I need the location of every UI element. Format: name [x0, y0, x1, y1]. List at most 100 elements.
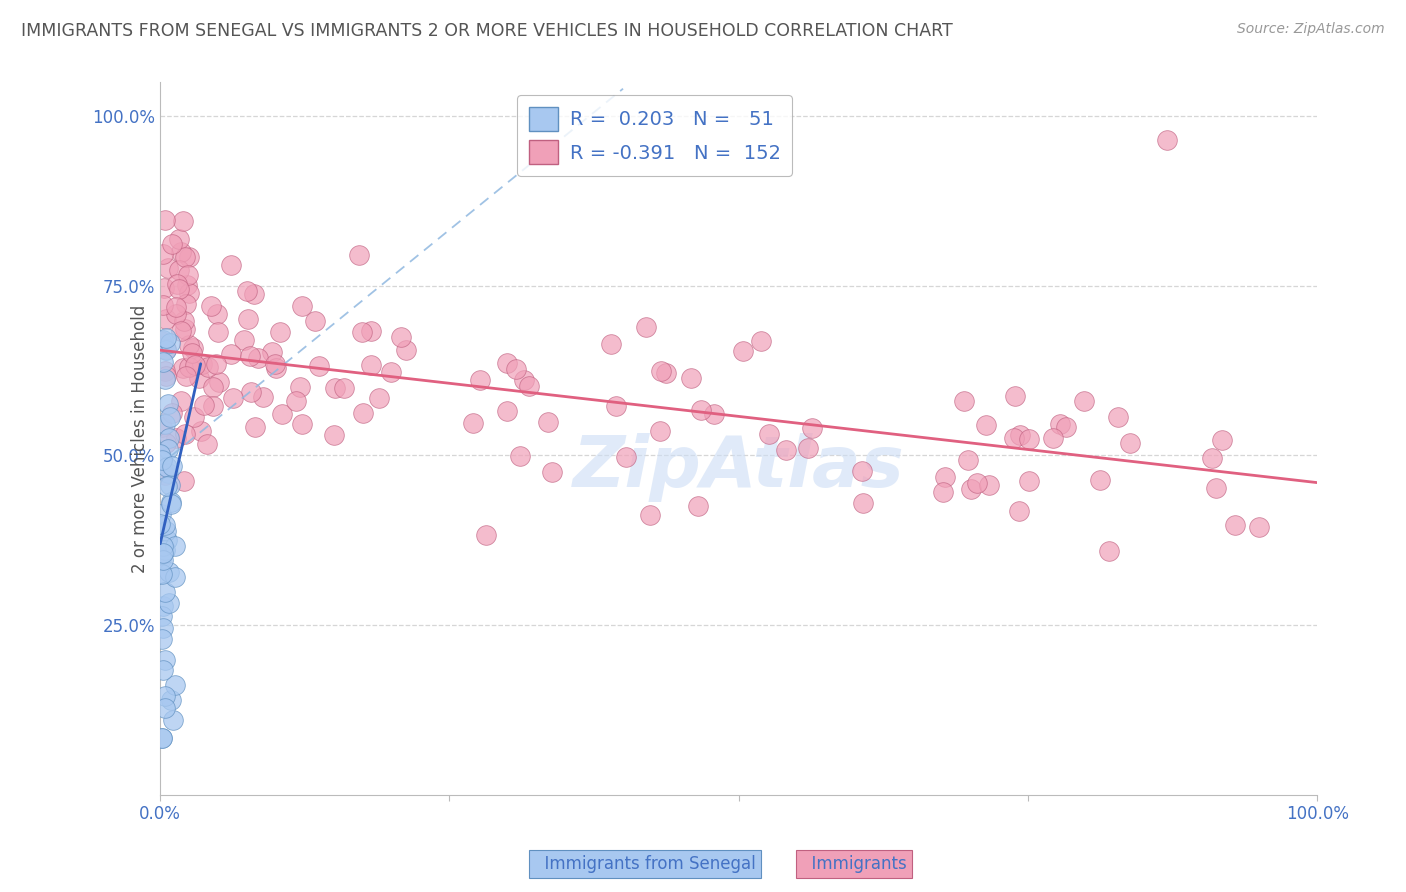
Point — [1223, 518, 1246, 533]
Point — [179, 250, 201, 264]
Point — [152, 247, 174, 261]
Point — [167, 282, 190, 296]
Point — [153, 213, 176, 227]
Text: IMMIGRANTS FROM SENEGAL VS IMMIGRANTS 2 OR MORE VEHICLES IN HOUSEHOLD CORRELATIO: IMMIGRANTS FROM SENEGAL VS IMMIGRANTS 2 … — [21, 22, 953, 40]
Point — [174, 250, 197, 264]
Point — [197, 437, 219, 451]
Point — [1088, 473, 1111, 487]
Point — [264, 357, 287, 371]
Point — [153, 468, 176, 483]
Point — [177, 286, 200, 301]
Point — [360, 325, 382, 339]
Text: Source: ZipAtlas.com: Source: ZipAtlas.com — [1237, 22, 1385, 37]
Point — [167, 232, 190, 246]
Point — [152, 553, 174, 567]
Point — [323, 428, 346, 442]
Point — [201, 400, 224, 414]
Point — [956, 452, 979, 467]
Point — [246, 351, 269, 365]
Point — [152, 333, 174, 347]
Point — [380, 365, 402, 379]
Point — [517, 378, 540, 392]
Point — [188, 371, 211, 385]
Point — [150, 452, 173, 467]
Point — [352, 325, 374, 339]
Point — [183, 409, 205, 424]
Point — [159, 335, 181, 350]
Point — [155, 435, 177, 450]
Point — [174, 368, 197, 383]
Point — [201, 379, 224, 393]
Point — [156, 460, 179, 475]
Point — [157, 431, 180, 445]
Point — [173, 474, 195, 488]
Point — [960, 483, 983, 497]
Point — [150, 339, 173, 353]
Point — [150, 453, 173, 467]
Point — [170, 245, 193, 260]
Point — [150, 552, 173, 566]
Point — [174, 321, 197, 335]
Point — [731, 343, 754, 358]
Point — [1073, 393, 1095, 408]
Legend: R =  0.203   N =   51, R = -0.391   N =  152: R = 0.203 N = 51, R = -0.391 N = 152 — [517, 95, 792, 176]
Point — [599, 337, 621, 351]
Point — [150, 334, 173, 348]
Point — [614, 450, 637, 464]
Point — [152, 731, 174, 745]
Point — [156, 533, 179, 547]
Point — [152, 621, 174, 635]
Point — [239, 349, 262, 363]
Point — [758, 426, 780, 441]
Point — [155, 543, 177, 558]
Point — [240, 385, 263, 400]
Point — [152, 298, 174, 312]
Point — [150, 420, 173, 434]
Point — [157, 442, 180, 456]
Text: Immigrants from Senegal: Immigrants from Senegal — [534, 855, 756, 872]
Point — [173, 314, 195, 328]
Point — [155, 368, 177, 383]
Point — [686, 500, 709, 514]
Point — [236, 311, 259, 326]
Point — [155, 364, 177, 378]
Point — [470, 373, 492, 387]
Point — [703, 407, 725, 421]
Point — [184, 359, 207, 373]
Point — [162, 236, 184, 251]
Point — [159, 478, 181, 492]
Point — [172, 213, 194, 227]
Point — [155, 653, 177, 667]
Point — [269, 325, 291, 339]
Point — [308, 359, 330, 373]
Point — [242, 287, 264, 301]
Point — [157, 397, 180, 411]
Point — [150, 731, 173, 745]
Point — [1201, 450, 1223, 465]
Point — [153, 372, 176, 386]
Point — [495, 403, 517, 417]
Point — [605, 399, 627, 413]
Point — [165, 570, 187, 584]
Point — [291, 417, 314, 431]
Point — [177, 338, 200, 352]
Point — [271, 407, 294, 421]
Point — [156, 261, 179, 276]
Point — [690, 402, 713, 417]
Point — [153, 281, 176, 295]
Point — [285, 394, 308, 409]
Point — [159, 495, 181, 509]
Point — [197, 360, 219, 375]
Point — [150, 609, 173, 624]
Point — [291, 299, 314, 313]
Point — [176, 268, 198, 282]
Point — [236, 284, 259, 298]
Point — [150, 508, 173, 522]
Point — [205, 307, 228, 321]
Point — [152, 663, 174, 677]
Point — [205, 357, 228, 371]
Point — [152, 539, 174, 553]
Point — [152, 546, 174, 560]
Point — [163, 678, 186, 692]
Point — [162, 714, 184, 728]
